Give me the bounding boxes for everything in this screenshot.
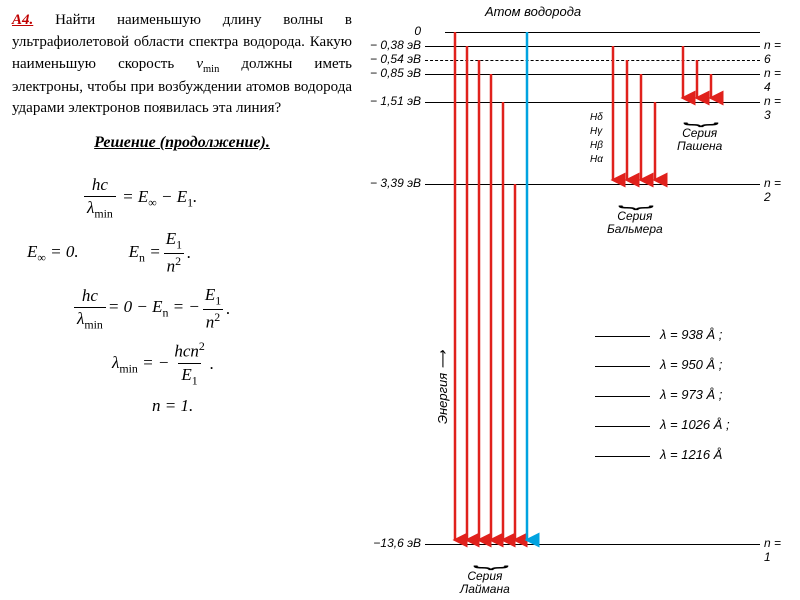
formula-3: hc λmin = 0 − En = − E1 n2 . — [72, 284, 352, 334]
formulas-block: hc λmin = E∞ − E1. E∞ = 0. En = E1 n2 . … — [12, 174, 352, 417]
formula-4: λmin = − hcn2 E1 . — [112, 339, 352, 389]
series-lyman: Серия Лаймана — [460, 570, 510, 596]
diagram-title: Атом водорода — [485, 4, 581, 19]
hydrogen-diagram: Атом водорода 0− 0,38 эВn = 6− 0,54 эВ− … — [365, 4, 785, 594]
formula-2: E∞ = 0. En = E1 n2 . — [27, 228, 352, 278]
formula-5: n = 1. — [152, 395, 352, 417]
formula-1: hc λmin = E∞ − E1. — [82, 174, 352, 222]
continuation-heading: Решение (продолжение). — [12, 134, 352, 152]
problem-label: А4. — [12, 12, 33, 28]
problem-text: А4. Найти наименьшую длину волны в ультр… — [12, 10, 352, 120]
brace-lyman: ⏟ — [473, 547, 509, 570]
brace-balmer: ⏟ — [618, 187, 654, 210]
vmin: vmin — [196, 56, 219, 72]
brace-paschen: ⏟ — [683, 104, 719, 127]
series-balmer: Серия Бальмера — [607, 210, 663, 236]
energy-axis-label: Энергия ⟶ — [435, 351, 451, 424]
series-paschen: Серия Пашена — [677, 127, 722, 153]
arrows-svg — [365, 4, 785, 594]
